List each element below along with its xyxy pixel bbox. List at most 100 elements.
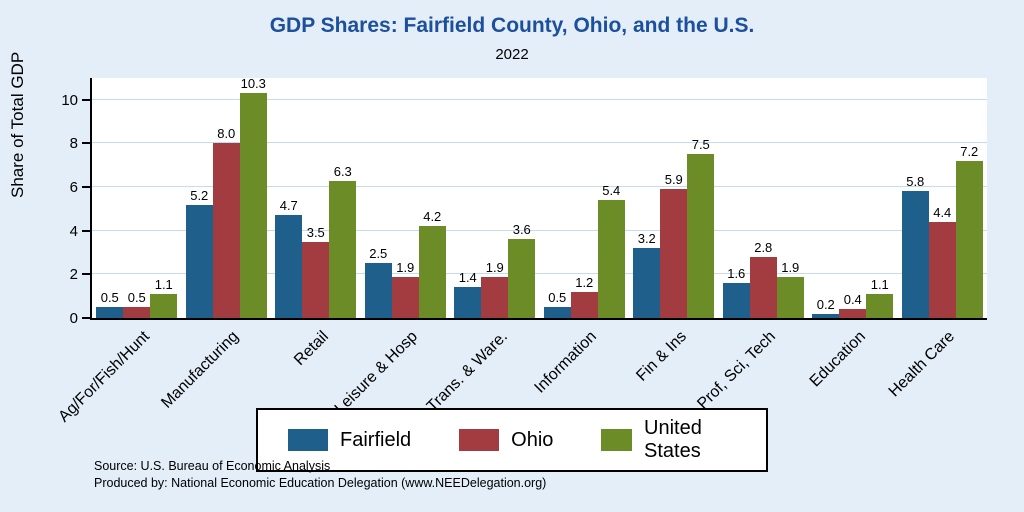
bar-ohio: 4.4 (928, 205, 956, 318)
bar-united-states: 4.2 (418, 209, 446, 318)
bar-value-label: 7.5 (691, 137, 710, 153)
x-axis-label: Health Care (885, 328, 959, 401)
bar-united-states: 1.1 (866, 277, 894, 318)
bar-fairfield: 4.7 (275, 198, 303, 318)
bar-value-label: 3.2 (637, 231, 656, 247)
bar-ohio: 0.5 (123, 290, 151, 318)
bar-united-states: 3.6 (508, 222, 536, 318)
bar-group: 5.2 8.0 10.3 (182, 76, 272, 318)
bar-ohio: 8.0 (212, 126, 240, 318)
notes: Source: U.S. Bureau of Economic Analysis… (94, 458, 546, 492)
y-tick-label: 8 (69, 135, 78, 153)
y-tick-label: 4 (69, 222, 78, 240)
y-tick-mark (82, 98, 92, 101)
bar-value-label: 3.5 (306, 224, 325, 240)
bar-group: 1.4 1.9 3.6 (450, 78, 540, 318)
bar-value-label: 1.9 (781, 259, 800, 275)
bar-value-label: 4.7 (279, 198, 298, 214)
bar-value-label: 1.2 (575, 274, 594, 290)
gridline (92, 98, 987, 100)
bar-fairfield: 3.2 (633, 231, 661, 318)
gridline (92, 273, 987, 275)
bar-group: 0.2 0.4 1.1 (808, 78, 898, 318)
bar-value-label: 5.8 (906, 174, 925, 190)
bar-value-label: 0.5 (127, 290, 146, 306)
bar-united-states: 5.4 (597, 183, 625, 318)
bar-value-label: 4.2 (423, 209, 442, 225)
legend-label: Ohio (511, 428, 554, 451)
gridline (92, 142, 987, 144)
bar-ohio: 2.8 (749, 240, 777, 318)
bar-value-label: 1.9 (396, 259, 415, 275)
bar-fairfield: 0.2 (812, 297, 840, 318)
bar-group: 0.5 1.2 5.4 (540, 78, 630, 318)
bar-value-label: 0.4 (843, 292, 862, 308)
bar-value-label: 1.1 (870, 277, 889, 292)
y-tick-mark (82, 273, 92, 276)
bar-value-label: 8.0 (217, 126, 236, 142)
y-tick-label: 6 (69, 179, 78, 197)
y-tick-mark (82, 186, 92, 189)
bar-value-label: 4.4 (933, 205, 952, 220)
bar-value-label: 5.9 (664, 172, 683, 188)
bar-value-label: 6.3 (333, 163, 352, 179)
bar-fairfield: 2.5 (364, 246, 392, 318)
x-axis-labels: Ag/For/Fish/Hunt Manufacturing Retail Leisu… (55, 324, 985, 426)
bar-group: 0.5 0.5 1.1 (92, 78, 182, 318)
legend: Fairfield Ohio United States (256, 408, 768, 472)
bar-groups: 0.5 0.5 1.1 5.2 8.0 10.3 4.7 3.5 6.3 2.5 1.9 4.2 1.4… (92, 76, 988, 318)
bar-value-label: 1.9 (485, 259, 504, 275)
bar-ohio: 1.9 (481, 260, 509, 318)
bar-value-label: 2.5 (369, 246, 388, 262)
gridline (92, 229, 987, 231)
chart-title: GDP Shares: Fairfield County, Ohio, and … (269, 14, 755, 37)
bar-united-states: 1.1 (150, 277, 178, 318)
bar-united-states: 1.9 (776, 260, 804, 318)
bar-value-label: 0.5 (548, 290, 567, 306)
bar-united-states: 10.3 (239, 76, 267, 318)
bar-value-label: 1.1 (154, 277, 173, 292)
y-tick-label: 10 (61, 91, 78, 109)
y-tick-label: 2 (69, 266, 78, 284)
legend-item-fairfield: Fairfield (288, 429, 411, 452)
y-axis-label: Share of Total GDP (8, 51, 27, 198)
bar-value-label: 7.2 (960, 143, 979, 159)
legend-label: United States (644, 417, 702, 462)
plot-area: 0.5 0.5 1.1 5.2 8.0 10.3 4.7 3.5 6.3 2.5 1.9 4.2 1.4… (61, 76, 988, 327)
legend-label: Fairfield (340, 428, 412, 451)
chart-subtitle: 2022 (495, 46, 529, 63)
producer-note: Produced by: National Economic Education… (94, 475, 547, 490)
y-tick-mark (82, 142, 92, 145)
bar-value-label: 10.3 (240, 76, 266, 92)
bar-value-label: 2.8 (754, 239, 773, 255)
legend-item-united-states: United States (601, 417, 736, 463)
bar-value-label: 0.2 (816, 296, 835, 312)
source-note: Source: U.S. Bureau of Economic Analysis (94, 459, 331, 473)
bar-ohio: 1.9 (391, 260, 419, 318)
bar-ohio: 0.4 (839, 292, 867, 318)
y-tick-mark (82, 317, 92, 319)
bar-group: 3.2 5.9 7.5 (629, 78, 719, 318)
bar-ohio: 3.5 (302, 225, 330, 318)
bar-value-label: 5.4 (602, 183, 621, 199)
bar-group: 4.7 3.5 6.3 (271, 78, 361, 318)
bar-united-states: 7.5 (687, 137, 715, 318)
bar-fairfield: 1.4 (454, 270, 482, 318)
bar-ohio: 1.2 (570, 275, 598, 318)
legend-item-ohio: Ohio (459, 429, 553, 452)
legend-swatch (601, 429, 633, 451)
bar-value-label: 3.6 (512, 222, 531, 238)
bar-value-label: 1.6 (727, 266, 746, 282)
bar-group: 5.8 4.4 7.2 (898, 78, 988, 318)
bar-fairfield: 5.2 (185, 188, 213, 318)
legend-swatch (459, 429, 500, 451)
bar-group: 2.5 1.9 4.2 (361, 78, 451, 318)
y-tick-label: 0 (69, 310, 78, 327)
bar-united-states: 7.2 (955, 144, 983, 318)
bar-ohio: 5.9 (660, 172, 688, 318)
bar-fairfield: 5.8 (901, 174, 929, 318)
legend-swatch (288, 429, 328, 451)
y-tick-mark (82, 229, 92, 232)
bar-value-label: 1.4 (458, 270, 477, 286)
bar-value-label: 0.5 (100, 290, 119, 306)
